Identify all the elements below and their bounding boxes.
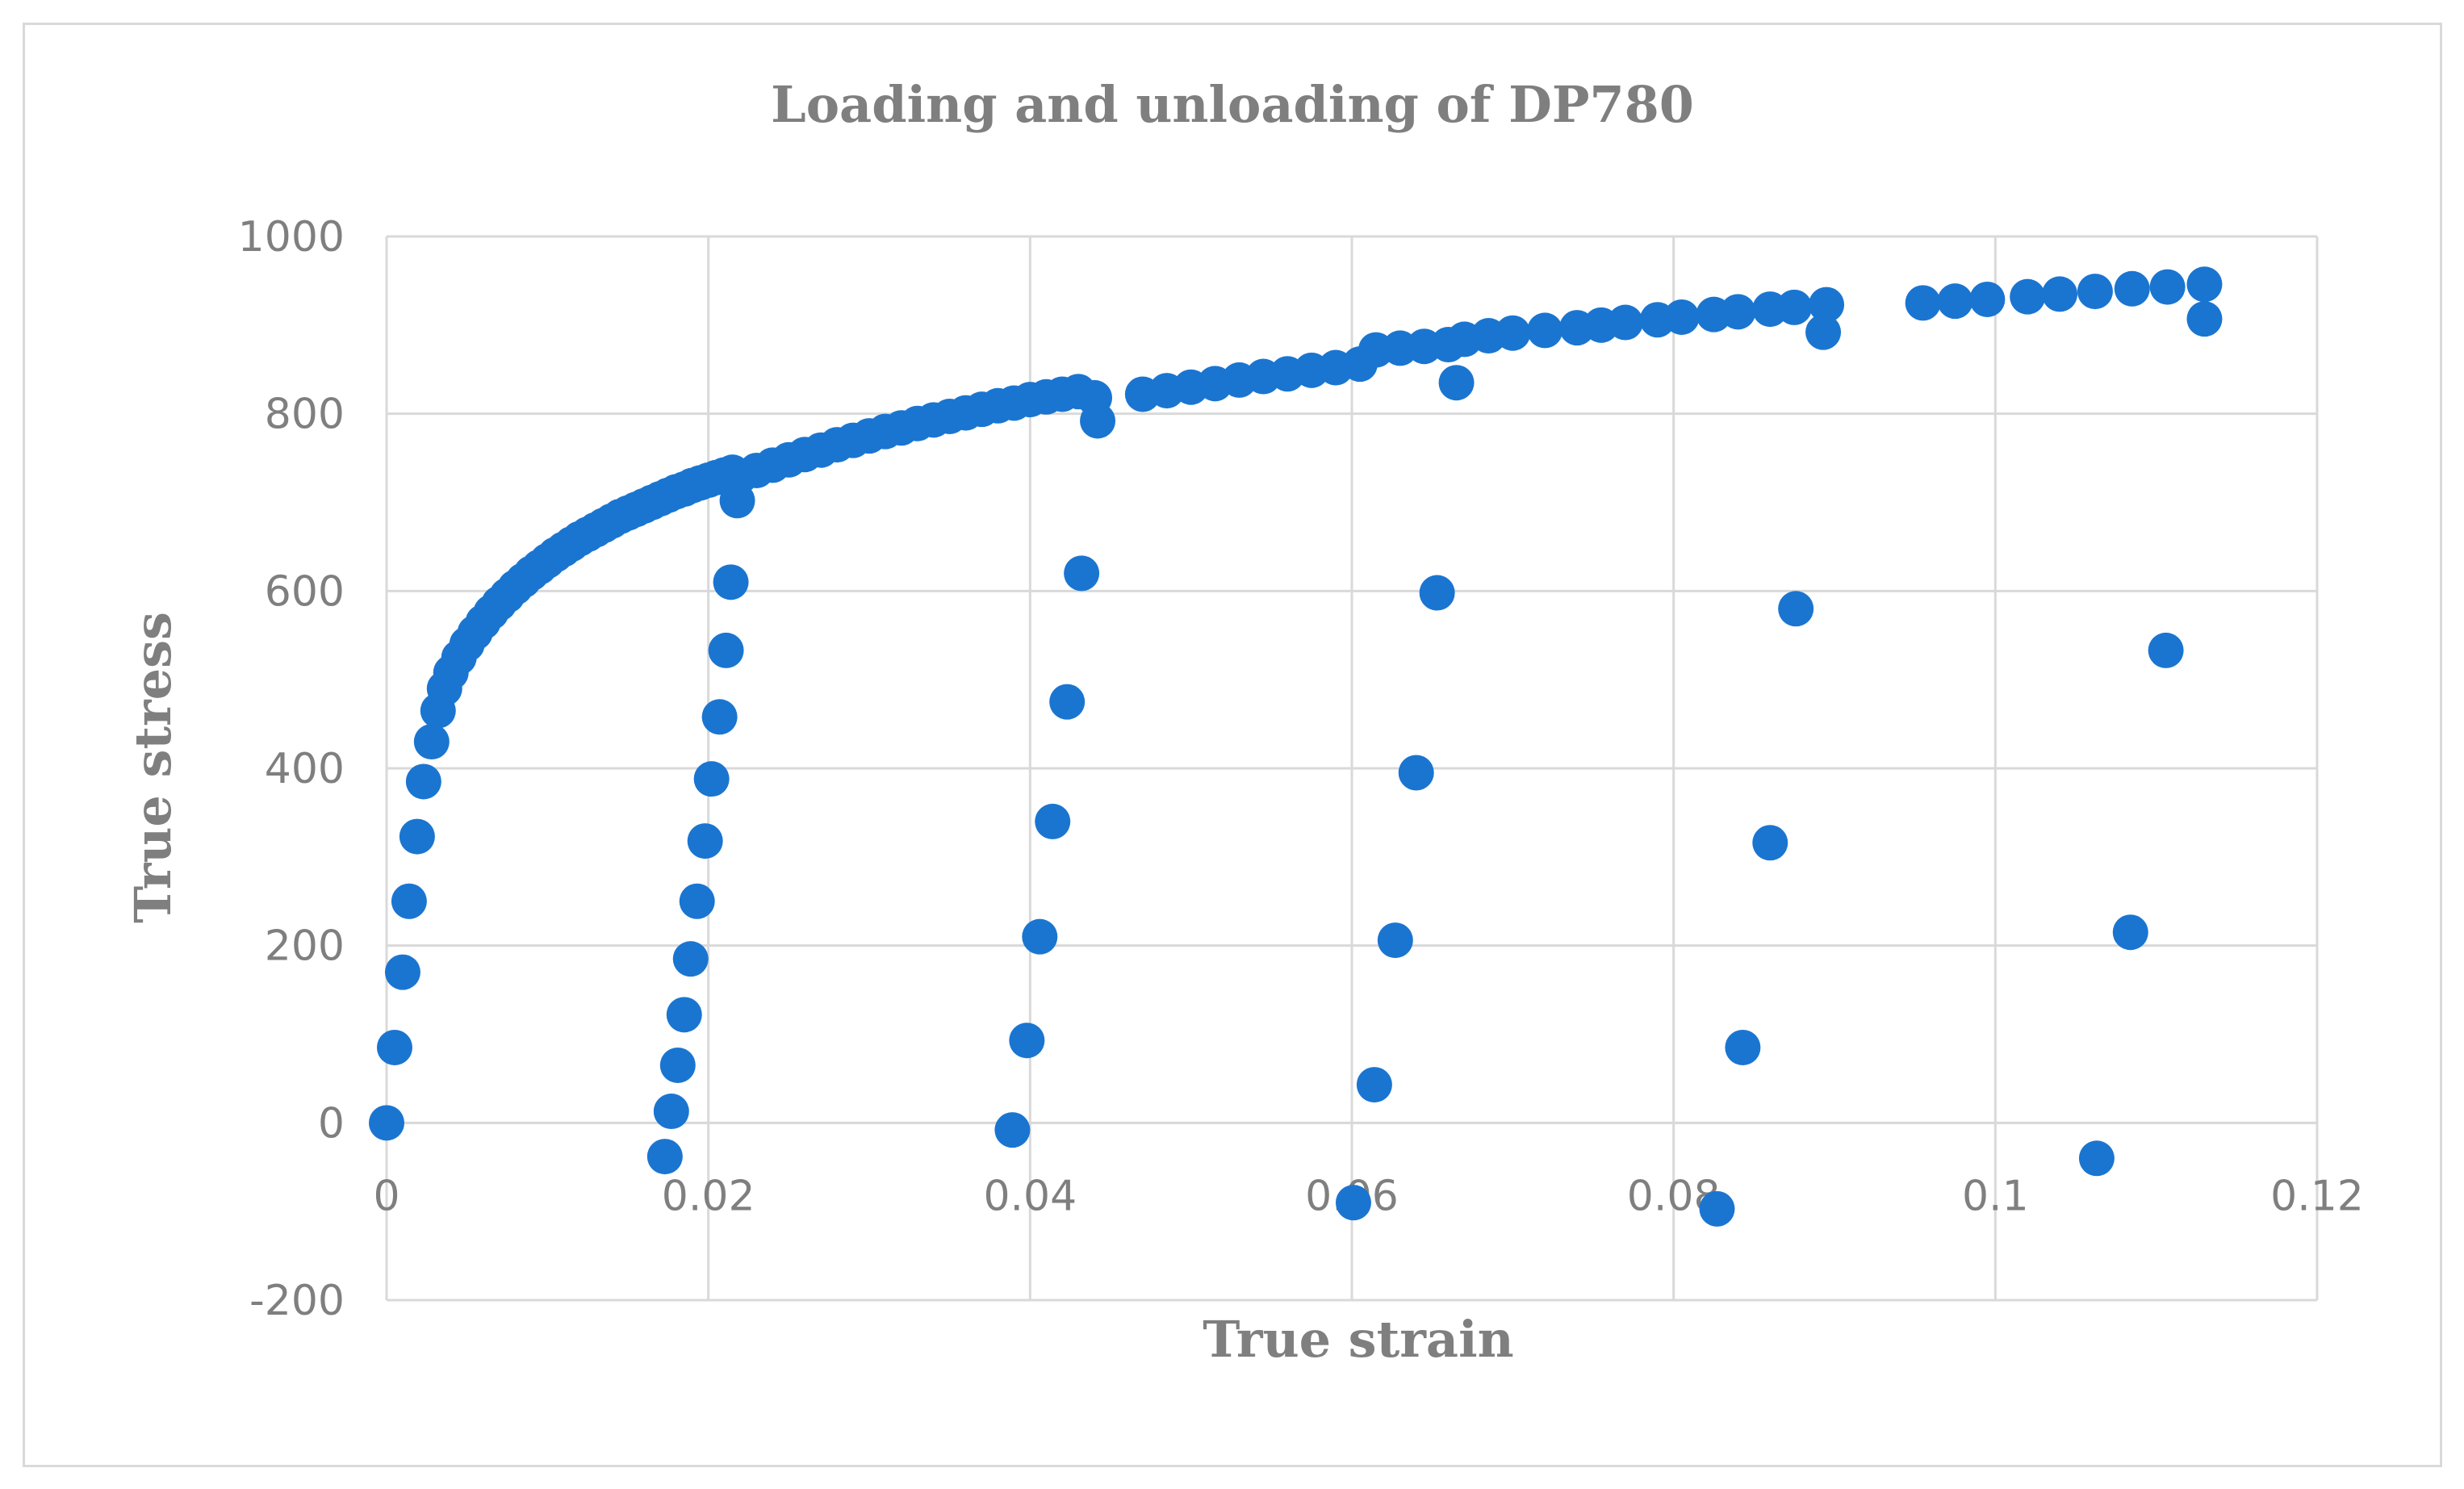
data-point: [1419, 575, 1455, 611]
y-tick-label: 800: [265, 391, 345, 439]
data-point: [405, 763, 441, 800]
data-point: [1905, 285, 1941, 321]
data-point: [1398, 755, 1434, 791]
data-point: [1720, 294, 1756, 330]
y-tick-label: -200: [249, 1277, 345, 1325]
data-point: [376, 1029, 412, 1065]
data-point: [653, 1094, 689, 1130]
data-point: [2114, 270, 2150, 307]
data-point: [1495, 315, 1531, 351]
data-point: [994, 1112, 1031, 1148]
y-tick-label: 200: [265, 922, 345, 971]
data-point: [399, 818, 435, 855]
data-point: [2186, 266, 2223, 303]
x-tick-label: 0.04: [983, 1172, 1077, 1220]
data-point: [2148, 632, 2184, 668]
data-point: [713, 564, 749, 600]
y-tick-label: 400: [265, 745, 345, 793]
data-point: [1752, 825, 1788, 861]
data-point: [2186, 301, 2223, 337]
x-tick-label: 0: [373, 1172, 400, 1220]
data-point: [659, 1047, 696, 1083]
data-point: [687, 823, 723, 860]
data-point: [1009, 1023, 1045, 1059]
y-tick-label: 1000: [238, 213, 345, 261]
x-tick-label: 0.12: [2270, 1172, 2364, 1220]
data-point: [1725, 1029, 1761, 1065]
data-point: [701, 699, 738, 735]
y-axis-title: True stress: [123, 612, 182, 923]
data-point: [1607, 304, 1643, 341]
data-point: [413, 724, 450, 760]
y-tick-label: 600: [265, 567, 345, 616]
data-point: [2149, 269, 2186, 305]
data-point: [646, 1139, 683, 1175]
data-point: [369, 1105, 404, 1141]
data-point: [1049, 684, 1086, 720]
data-point: [1035, 803, 1071, 839]
data-point: [1778, 591, 1814, 627]
data-point: [1969, 281, 2006, 317]
data-point: [1776, 289, 1813, 325]
data-point: [1356, 1067, 1392, 1103]
x-axis-title: True strain: [1203, 1310, 1513, 1369]
chart-svg: -2000200400600800100000.020.040.060.080.…: [123, 75, 2364, 1369]
chart-title: Loading and unloading of DP780: [771, 75, 1694, 134]
data-point: [391, 883, 427, 919]
data-point: [384, 954, 420, 990]
data-point: [1438, 365, 1475, 401]
data-point: [1937, 283, 1973, 320]
data-point: [1809, 287, 1845, 323]
grid-layer: [385, 235, 2319, 1302]
data-point: [666, 997, 702, 1033]
x-tick-label: 0.1: [1962, 1172, 2029, 1220]
chart-frame: -2000200400600800100000.020.040.060.080.…: [23, 23, 2442, 1467]
data-point: [693, 761, 730, 797]
data-point: [1064, 555, 1100, 592]
data-point: [1080, 403, 1116, 439]
data-point: [1022, 918, 1058, 955]
data-point: [2112, 914, 2148, 951]
data-point: [679, 883, 715, 919]
point-layer: [369, 266, 2223, 1227]
data-point: [1663, 299, 1700, 335]
data-point: [708, 632, 744, 668]
data-point: [2078, 1140, 2115, 1177]
data-point: [2010, 278, 2046, 315]
data-point: [1699, 1190, 1735, 1227]
data-point: [672, 941, 709, 977]
data-point: [1527, 312, 1563, 349]
data-point: [1335, 1185, 1371, 1221]
data-point: [1805, 314, 1842, 350]
x-tick-label: 0.02: [662, 1172, 755, 1220]
y-tick-label: 0: [318, 1099, 345, 1148]
data-point: [2042, 276, 2078, 312]
data-point: [2077, 274, 2113, 310]
data-point: [1377, 922, 1413, 959]
